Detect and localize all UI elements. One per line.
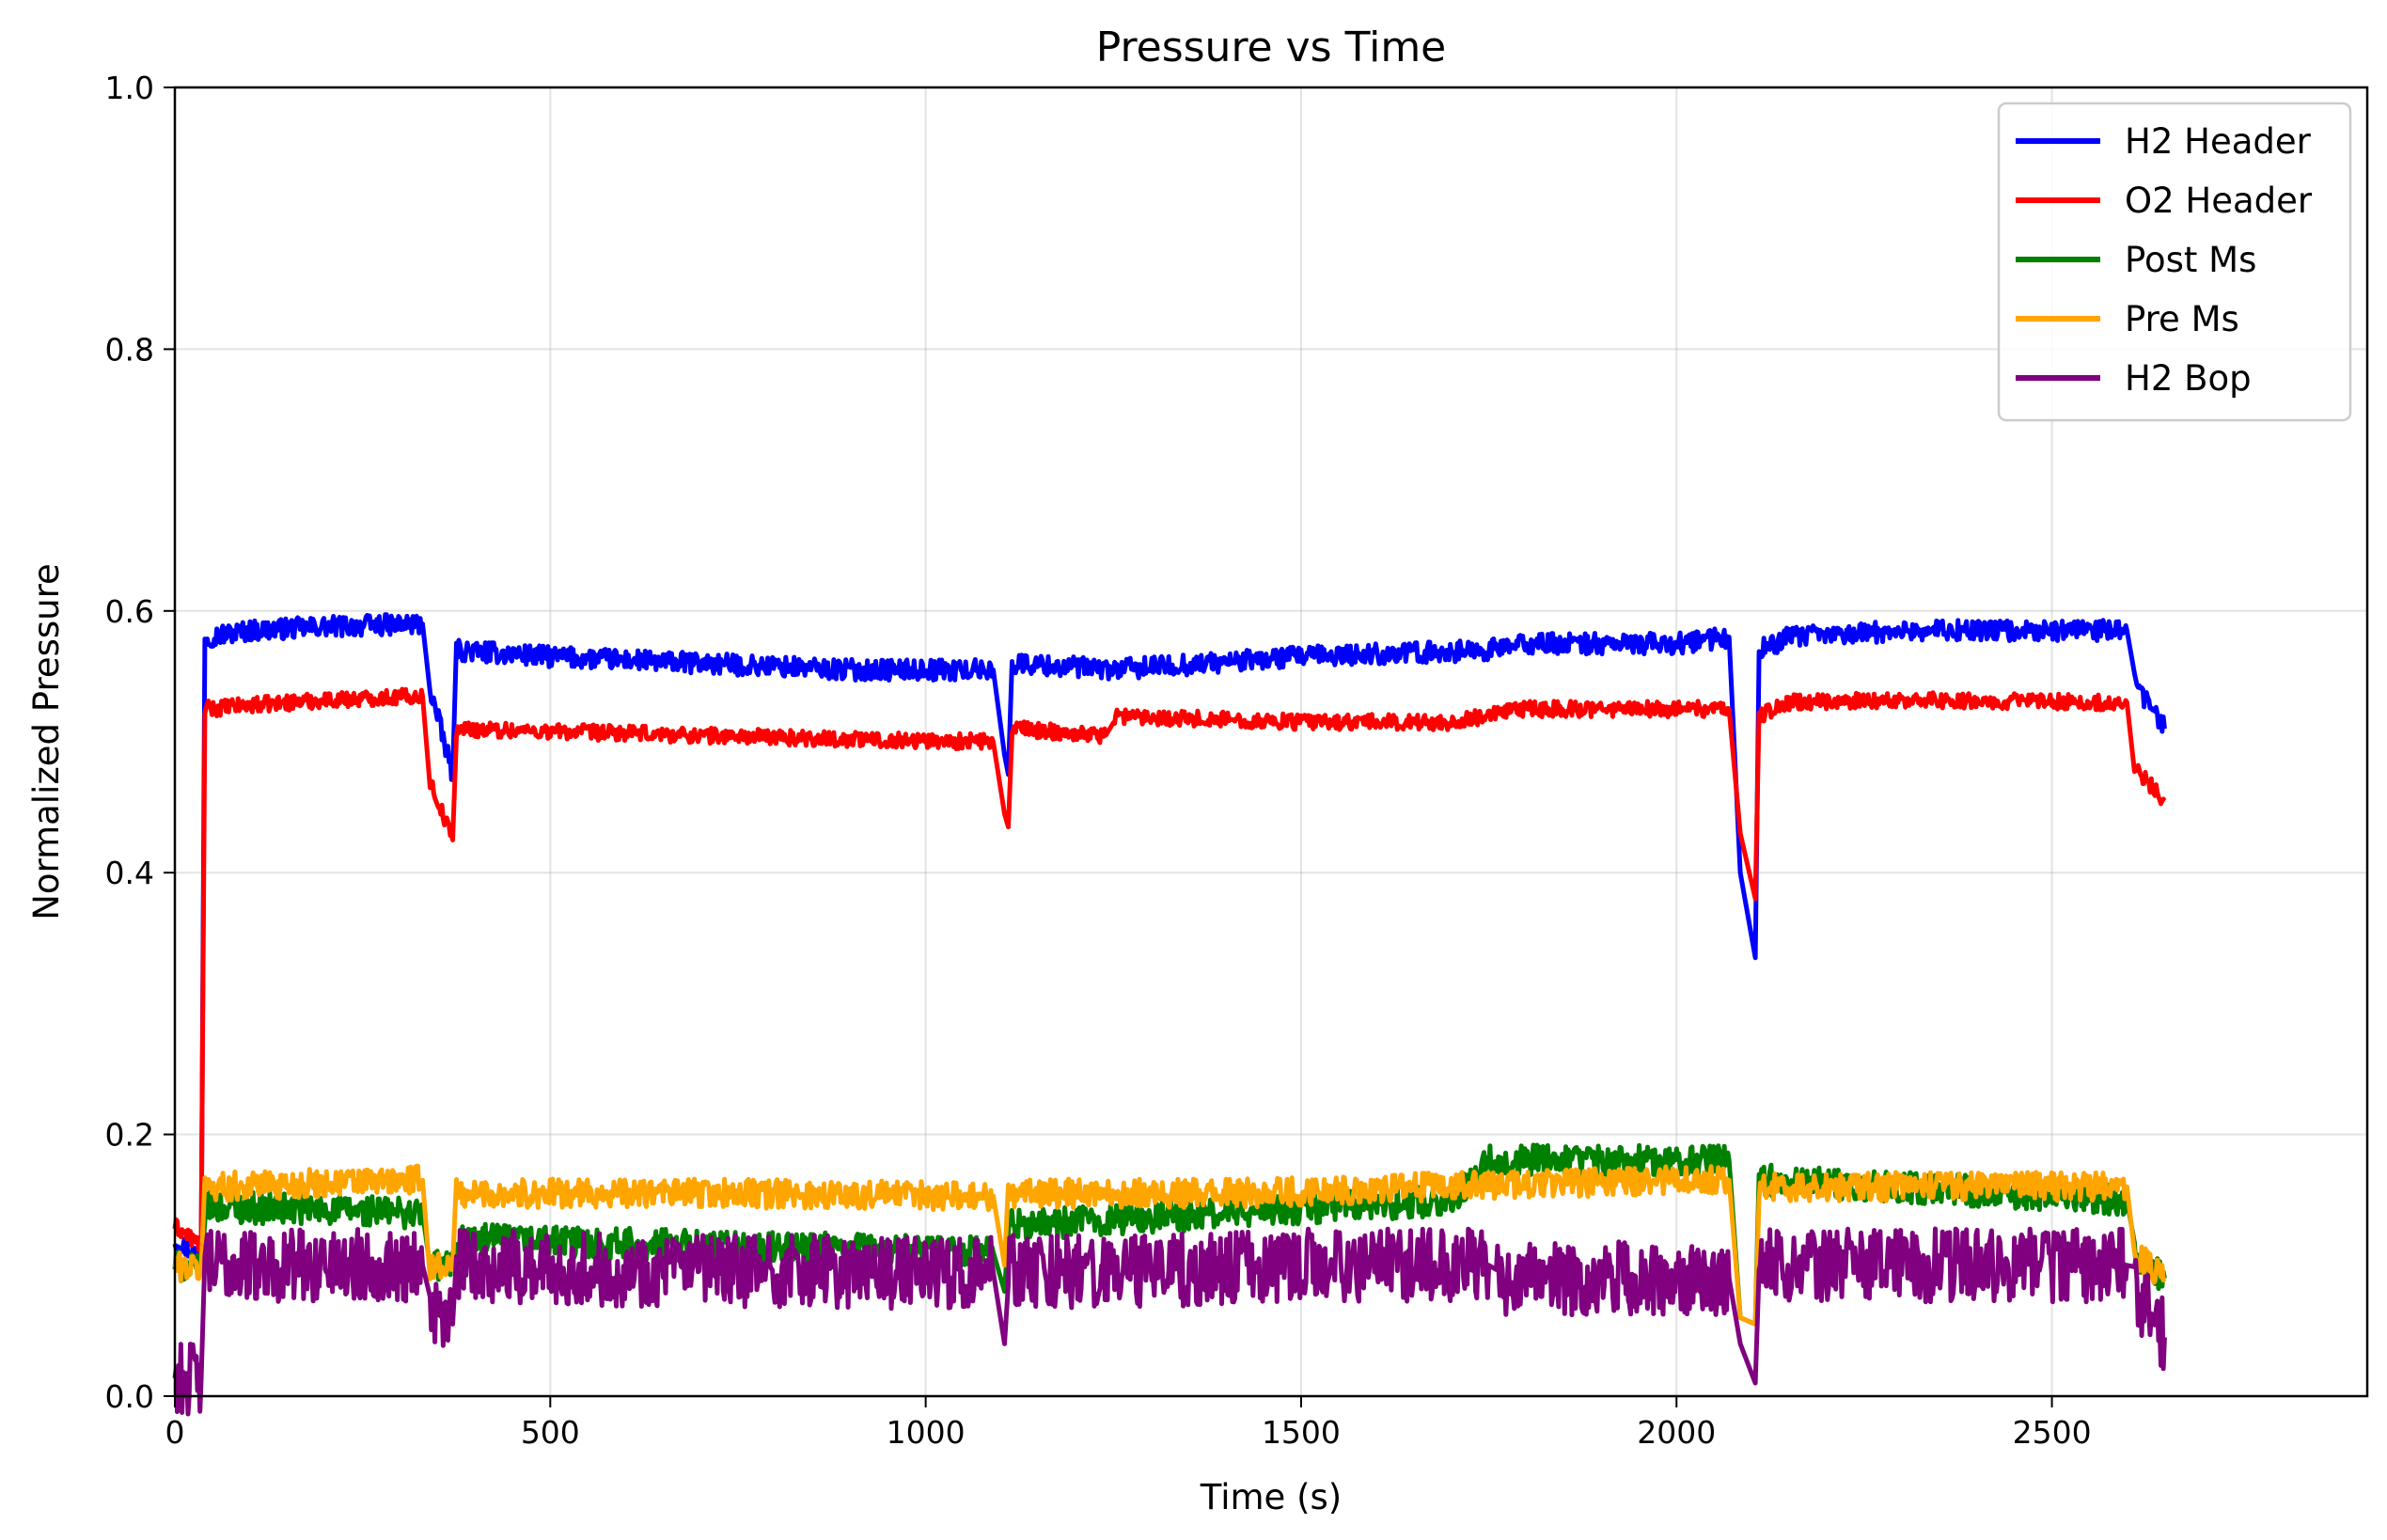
series-line-h2-bop (172, 1226, 2167, 1417)
series-line-h2-header (172, 612, 2167, 1268)
series-lines (172, 612, 2167, 1417)
x-tick-label: 1500 (1262, 1414, 1341, 1451)
x-tick-label: 0 (165, 1414, 185, 1451)
y-tick-label: 0.0 (105, 1378, 154, 1415)
y-tick-label: 0.8 (105, 331, 154, 368)
plot-frame (173, 86, 2369, 1398)
legend-label: Post Ms (2125, 240, 2256, 280)
y-tick-label: 1.0 (105, 70, 154, 106)
legend-label: H2 Bop (2125, 358, 2252, 399)
x-tick-label: 2000 (1637, 1414, 1716, 1451)
y-axis-label: Normalized Pressure (26, 563, 67, 920)
x-tick-label: 1000 (887, 1414, 966, 1451)
y-tick-label: 0.4 (105, 855, 154, 891)
legend-label: Pre Ms (2125, 299, 2239, 339)
x-axis-ticks: 0 500 1000 1500 2000 2500 (165, 1396, 2092, 1451)
legend: H2 Header O2 Header Post Ms Pre Ms H2 Bop (1997, 102, 2352, 422)
x-tick-label: 500 (521, 1414, 580, 1451)
series-line-o2-header (172, 686, 2167, 1253)
y-tick-label: 0.6 (105, 593, 154, 630)
series-line-pre-ms (172, 1163, 2167, 1327)
x-axis-label: Time (s) (1200, 1477, 1342, 1517)
y-axis-ticks: 0.0 0.2 0.4 0.6 0.8 1.0 (105, 70, 175, 1415)
legend-box (1997, 102, 2352, 422)
y-tick-label: 0.2 (105, 1117, 154, 1154)
chart-title: Pressure vs Time (1096, 24, 1447, 71)
legend-label: O2 Header (2125, 181, 2313, 221)
x-tick-label: 2500 (2013, 1414, 2092, 1451)
legend-label: H2 Header (2125, 121, 2312, 162)
